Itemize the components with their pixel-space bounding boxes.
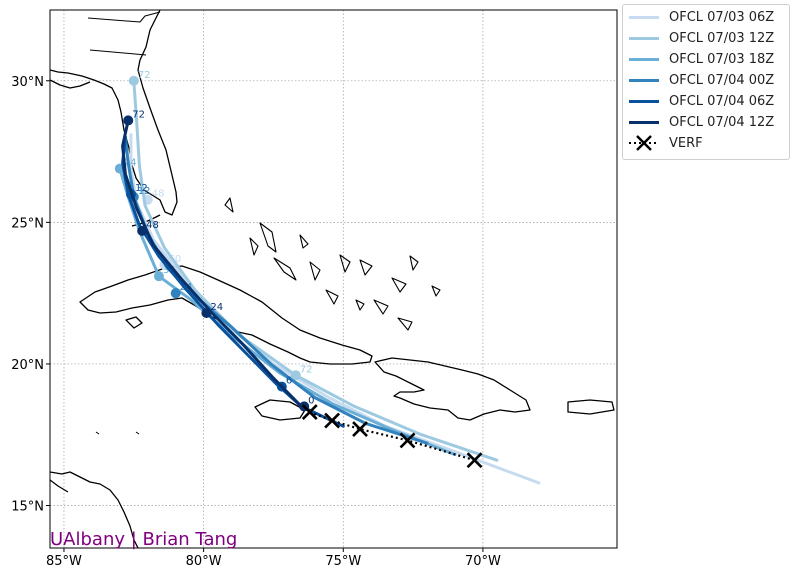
coastline-jamaica	[254, 399, 306, 421]
tick-label-lon: 75°W	[325, 554, 361, 569]
legend-swatch	[629, 58, 659, 61]
forecast-marker	[290, 370, 301, 381]
coastline-gulf	[50, 79, 91, 89]
state-border	[87, 11, 161, 56]
verf-legend-icon	[629, 135, 659, 151]
legend-label: OFCL 07/04 00Z	[669, 72, 775, 88]
verification-track	[301, 404, 483, 469]
tick-label-lat: 25°N	[11, 216, 44, 231]
coastline-isle-of-youth	[125, 316, 143, 329]
legend-item: OFCL 07/04 12Z	[627, 113, 774, 131]
forecast-hour-label: 24	[124, 158, 137, 169]
tick-label-lat: 15°N	[11, 500, 44, 515]
tick-label-lon: 80°W	[186, 554, 222, 569]
legend-item: OFCL 07/04 00Z	[627, 71, 774, 89]
legend-label: OFCL 07/03 12Z	[669, 30, 775, 46]
coastline-central-america	[50, 471, 139, 548]
forecast-marker	[201, 307, 212, 318]
forecast-hour-label: 24	[210, 302, 223, 313]
legend-item: OFCL 07/04 06Z	[627, 92, 774, 110]
tick-label-lon: 85°W	[46, 554, 82, 569]
map-credit: UAlbany | Brian Tang	[50, 529, 237, 550]
forecast-hour-label: 72	[300, 364, 313, 375]
forecast-track-line	[132, 79, 499, 462]
coastlines	[50, 10, 615, 548]
legend-swatch	[629, 79, 659, 82]
legend-label: OFCL 07/03 06Z	[669, 9, 775, 25]
tick-label-lon: 70°W	[465, 554, 501, 569]
coastline-us-southeast	[50, 10, 178, 216]
verification-marker	[466, 452, 483, 469]
forecast-marker	[170, 288, 181, 299]
legend-swatch	[629, 100, 659, 103]
forecast-marker	[128, 75, 139, 86]
tick-label-lat: 20°N	[11, 358, 44, 373]
legend-item: VERF	[627, 134, 703, 152]
verification-marker	[301, 404, 318, 421]
legend-item: OFCL 07/03 12Z	[627, 29, 774, 47]
legend-item: OFCL 07/03 06Z	[627, 8, 774, 26]
forecast-hour-label: 72	[132, 109, 145, 120]
legend-swatch	[629, 16, 659, 19]
legend-label: OFCL 07/04 12Z	[669, 114, 775, 130]
forecast-hour-label: 48	[146, 220, 159, 231]
verification-marker	[324, 412, 341, 429]
legend-item: OFCL 07/03 18Z	[627, 50, 774, 68]
axis-ticks: 85°W 80°W 75°W 70°W 15°N 20°N 25°N 30°N	[11, 75, 501, 569]
forecast-hour-label: 12	[138, 186, 151, 197]
verification-marker	[352, 421, 368, 437]
forecast-hour-label: 0	[308, 395, 314, 406]
map-background	[50, 10, 617, 548]
legend: OFCL 07/03 06Z OFCL 07/03 12Z OFCL 07/03…	[622, 4, 790, 160]
verification-line	[309, 411, 475, 462]
coastline-puerto-rico	[567, 399, 615, 415]
tick-label-lat: 30°N	[11, 75, 44, 90]
legend-label: OFCL 07/03 18Z	[669, 51, 775, 67]
verification-marker	[399, 432, 416, 449]
legend-swatch	[629, 121, 659, 124]
forecast-marker	[137, 225, 148, 236]
forecast-hour-label: 48	[152, 189, 165, 200]
coastline-hispaniola	[374, 357, 531, 421]
forecast-hour-label: 72	[138, 70, 151, 81]
coastline-cuba	[79, 265, 373, 365]
forecast-hour-label: 6	[286, 376, 292, 387]
forecast-hour-label: 60	[169, 254, 182, 265]
forecast-track-line	[121, 118, 306, 411]
legend-label: VERF	[669, 135, 703, 151]
coastline-islands-west	[95, 431, 140, 435]
legend-label: OFCL 07/04 06Z	[669, 93, 775, 109]
forecast-hour-label: 12	[135, 183, 148, 194]
forecast-marker	[123, 115, 134, 126]
forecast-marker	[153, 271, 164, 282]
coastline-bahamas	[224, 197, 441, 331]
legend-swatch	[629, 37, 659, 40]
map-frame	[49, 9, 618, 549]
